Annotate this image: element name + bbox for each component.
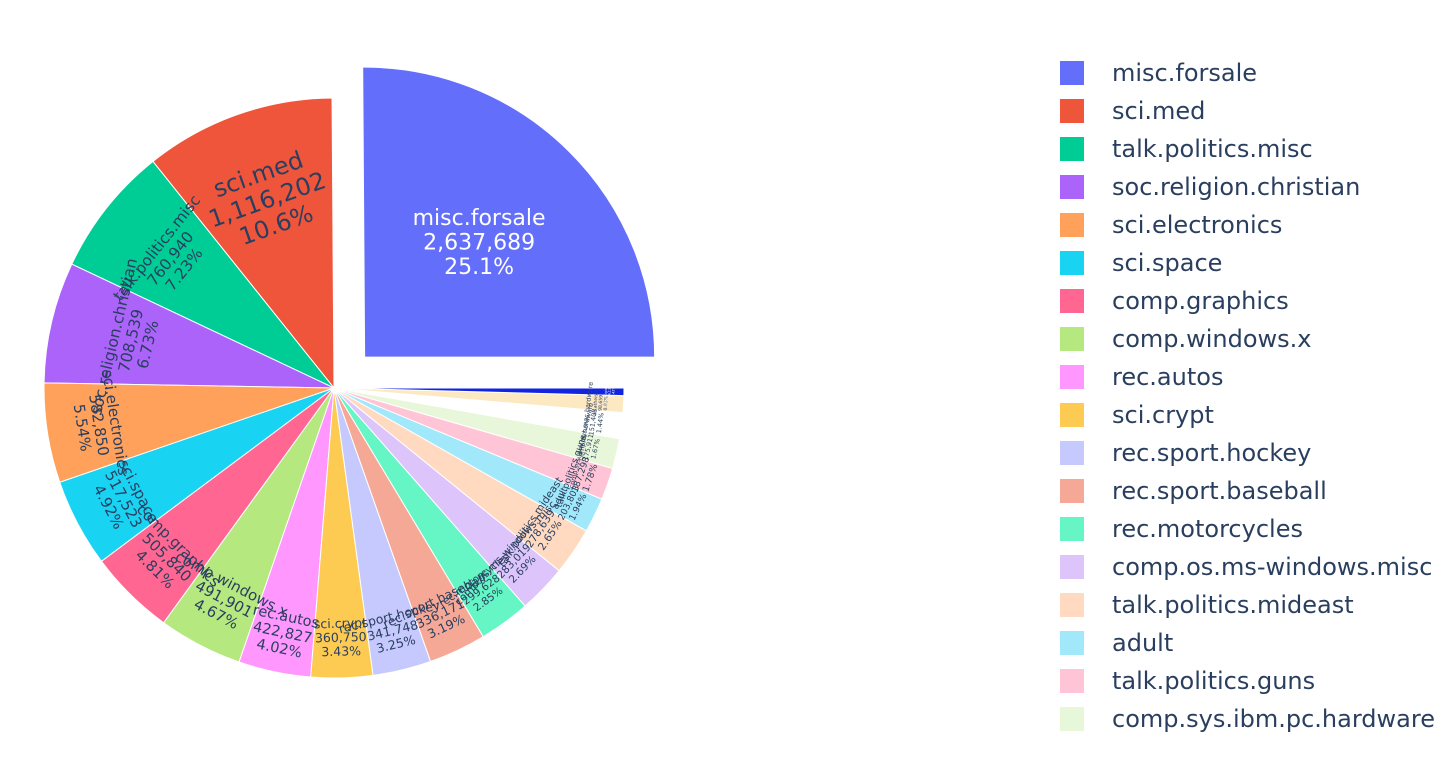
legend-item-comp-graphics[interactable]: comp.graphics: [1060, 287, 1289, 315]
legend-label: misc.forsale: [1112, 59, 1257, 87]
legend-label: sci.med: [1112, 97, 1205, 125]
legend-label: sci.space: [1112, 249, 1222, 277]
legend-label: soc.religion.christian: [1112, 173, 1360, 201]
legend-swatch: [1060, 213, 1084, 237]
legend-swatch: [1060, 707, 1084, 731]
legend-swatch: [1060, 175, 1084, 199]
legend-label: comp.graphics: [1112, 287, 1289, 315]
legend-swatch: [1060, 631, 1084, 655]
legend-label: rec.sport.baseball: [1112, 477, 1327, 505]
legend-item-comp-windows-x[interactable]: comp.windows.x: [1060, 325, 1312, 353]
legend-label: talk.politics.misc: [1112, 135, 1313, 163]
legend-item-rec-sport-hockey[interactable]: rec.sport.hockey: [1060, 439, 1311, 467]
legend-item-soc-religion-christian[interactable]: soc.religion.christian: [1060, 173, 1360, 201]
legend-item-misc-forsale[interactable]: misc.forsale: [1060, 59, 1257, 87]
slice-label-text: talk.religion.misc: [604, 377, 608, 406]
legend-item-adult[interactable]: adult: [1060, 629, 1173, 657]
slice-value-text: 151,408: [587, 408, 598, 436]
legend-item-talk-politics-mideast[interactable]: talk.politics.mideast: [1060, 591, 1354, 619]
legend-item-talk-politics-misc[interactable]: talk.politics.misc: [1060, 135, 1313, 163]
legend-swatch: [1060, 403, 1084, 427]
pie-slice-talk-politics-misc[interactable]: [71, 160, 335, 389]
legend-label: comp.os.ms-windows.misc: [1112, 553, 1432, 581]
legend-label: comp.sys.ibm.pc.hardware: [1112, 705, 1435, 733]
slice-value-text: 44,135: [608, 386, 612, 398]
slice-percent-text: 0.42%: [611, 386, 615, 398]
slice-label-text: misc.forsale: [413, 206, 546, 231]
legend-swatch: [1060, 61, 1084, 85]
legend[interactable]: misc.forsale sci.med talk.politics.misc soc…: [1060, 59, 1435, 733]
slice-label-text: sci.crypt: [314, 615, 368, 631]
legend-item-sci-med[interactable]: sci.med: [1060, 97, 1205, 125]
legend-swatch: [1060, 555, 1084, 579]
pie-label-talk-religion-misc: talk.religion.misc 44,135 0.42%: [604, 377, 616, 406]
legend-swatch: [1060, 441, 1084, 465]
slice-percent-text: 3.43%: [321, 643, 361, 659]
legend-item-talk-politics-guns[interactable]: talk.politics.guns: [1060, 667, 1315, 695]
slice-percent-text: 1.44%: [595, 412, 606, 434]
legend-swatch: [1060, 289, 1084, 313]
pie-slice-sci-med[interactable]: [152, 97, 335, 390]
legend-label: rec.autos: [1112, 363, 1223, 391]
slice-value-text: 98,659: [598, 395, 605, 411]
legend-label: sci.electronics: [1112, 211, 1282, 239]
legend-label: talk.politics.guns: [1112, 667, 1315, 695]
pie-slice-misc-forsale[interactable]: [362, 66, 656, 358]
legend-swatch: [1060, 99, 1084, 123]
legend-swatch: [1060, 251, 1084, 275]
legend-label: adult: [1112, 629, 1173, 657]
legend-swatch: [1060, 517, 1084, 541]
slice-percent-text: 25.1%: [444, 255, 514, 280]
legend-item-sci-electronics[interactable]: sci.electronics: [1060, 211, 1282, 239]
slice-label-text: alt.atheism: [592, 389, 599, 416]
pie-slices: [43, 66, 656, 679]
legend-label: talk.politics.mideast: [1112, 591, 1354, 619]
pie-slice-soc-religion-christian[interactable]: [43, 263, 335, 389]
slice-value-text: 2,637,689: [423, 231, 535, 256]
legend-label: sci.crypt: [1112, 401, 1214, 429]
legend-swatch: [1060, 669, 1084, 693]
legend-label: comp.windows.x: [1112, 325, 1312, 353]
legend-swatch: [1060, 593, 1084, 617]
legend-item-rec-sport-baseball[interactable]: rec.sport.baseball: [1060, 477, 1327, 505]
legend-item-comp-sys-ibm-pc-hardware[interactable]: comp.sys.ibm.pc.hardware: [1060, 705, 1435, 733]
legend-item-sci-crypt[interactable]: sci.crypt: [1060, 401, 1214, 429]
legend-swatch: [1060, 365, 1084, 389]
legend-label: rec.motorcycles: [1112, 515, 1303, 543]
legend-item-comp-os-ms-windows-misc[interactable]: comp.os.ms-windows.misc: [1060, 553, 1432, 581]
slice-percent-text: 0.93%: [603, 395, 610, 411]
legend-item-rec-motorcycles[interactable]: rec.motorcycles: [1060, 515, 1303, 543]
legend-item-sci-space[interactable]: sci.space: [1060, 249, 1222, 277]
legend-item-rec-autos[interactable]: rec.autos: [1060, 363, 1223, 391]
pie-slice-talk-religion-misc[interactable]: [333, 387, 625, 397]
slice-value-text: 360,750: [315, 629, 367, 645]
legend-swatch: [1060, 327, 1084, 351]
legend-swatch: [1060, 479, 1084, 503]
legend-swatch: [1060, 137, 1084, 161]
legend-label: rec.sport.hockey: [1112, 439, 1311, 467]
